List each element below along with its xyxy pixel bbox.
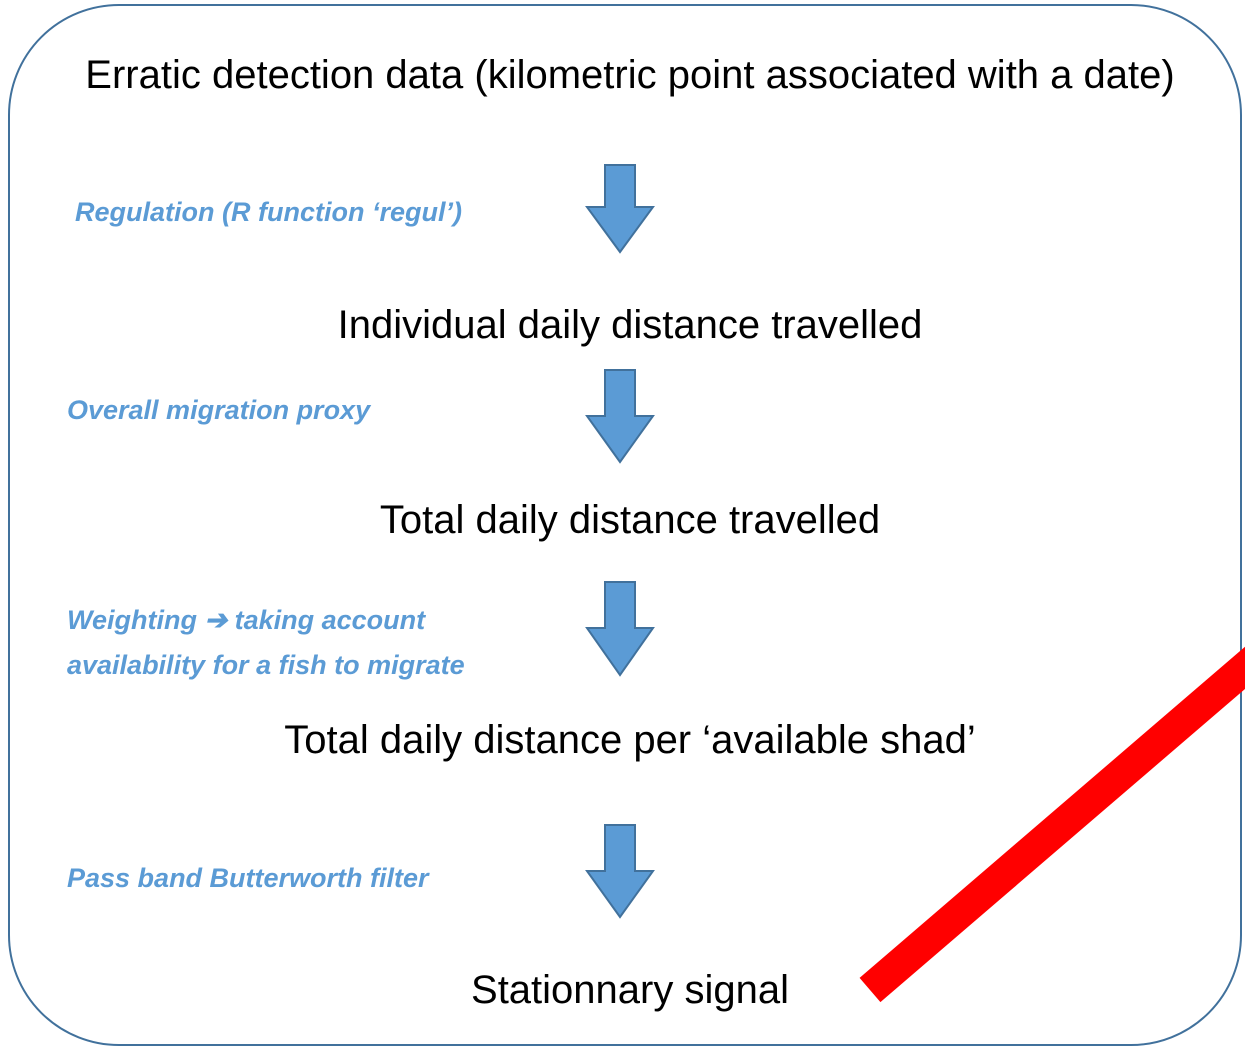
flow-arrow	[585, 824, 655, 919]
flow-arrow	[585, 164, 655, 254]
node-label: Total daily distance travelled	[379, 498, 881, 542]
edge-label: Pass band Butterworth filter	[67, 863, 429, 893]
node-label: Stationnary signal	[471, 968, 789, 1012]
red-strike	[859, 646, 1245, 1003]
node-label: Erratic detection data (kilometric point…	[85, 53, 1175, 97]
node-label: Total daily distance per ‘available shad…	[284, 718, 976, 762]
edge-label: availability for a fish to migrate	[67, 650, 465, 680]
node-label: Individual daily distance travelled	[337, 303, 923, 347]
flow-arrow	[585, 581, 655, 677]
edge-label: Overall migration proxy	[67, 395, 371, 425]
frame	[8, 4, 1242, 1046]
edge-label: Weighting ➔ taking account	[67, 605, 426, 635]
flow-arrow	[585, 369, 655, 464]
edge-label: Regulation (R function ‘regul’)	[75, 197, 462, 227]
